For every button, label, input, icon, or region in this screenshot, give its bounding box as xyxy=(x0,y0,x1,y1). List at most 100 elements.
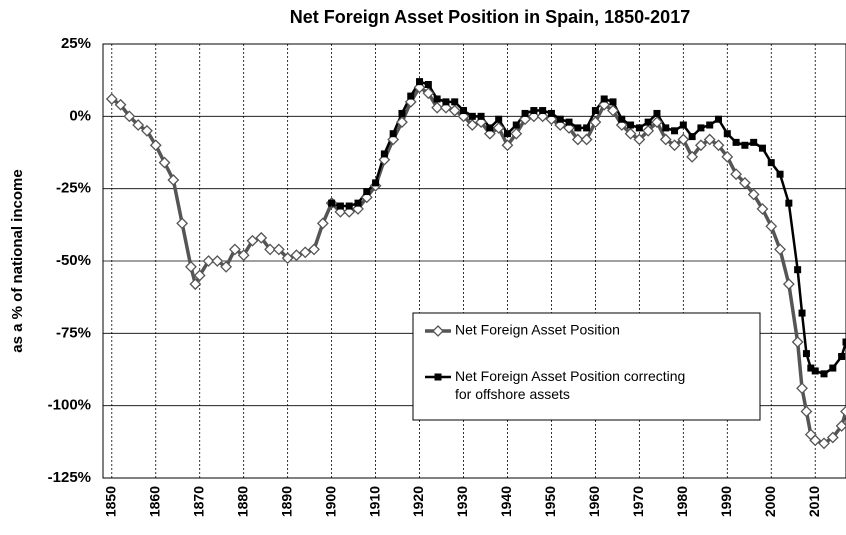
marker xyxy=(765,220,778,233)
legend-label-line: Net Foreign Asset Position correcting xyxy=(455,368,685,384)
x-tick-label: 1870 xyxy=(190,486,206,517)
marker xyxy=(149,139,162,152)
marker xyxy=(589,116,602,129)
marker xyxy=(565,118,573,126)
marker xyxy=(635,124,643,132)
marker xyxy=(686,150,699,163)
marker xyxy=(653,109,661,117)
marker xyxy=(363,188,371,196)
marker xyxy=(510,127,523,140)
marker xyxy=(662,124,670,132)
marker xyxy=(615,119,628,131)
marker xyxy=(835,420,846,432)
marker xyxy=(527,110,540,123)
marker xyxy=(671,127,679,135)
y-tick-label: 0% xyxy=(69,107,91,124)
marker xyxy=(407,92,415,100)
marker xyxy=(176,217,189,230)
marker xyxy=(158,156,171,169)
marker xyxy=(580,133,593,146)
marker xyxy=(336,202,344,210)
marker xyxy=(624,127,637,140)
marker xyxy=(237,249,250,262)
marker xyxy=(105,93,118,105)
marker xyxy=(486,124,494,132)
y-tick-label: -25% xyxy=(56,180,91,197)
marker xyxy=(800,405,813,418)
x-tick-label: 1950 xyxy=(542,486,558,517)
marker xyxy=(290,249,303,262)
marker xyxy=(642,124,655,137)
marker xyxy=(730,168,743,181)
marker xyxy=(688,133,696,141)
marker xyxy=(554,119,567,131)
marker xyxy=(468,112,476,120)
marker xyxy=(189,278,202,291)
marker xyxy=(264,243,276,256)
marker xyxy=(448,104,461,117)
legend-label: Net Foreign Asset Position correcting for… xyxy=(455,368,685,402)
marker xyxy=(398,109,406,117)
marker xyxy=(466,119,479,131)
marker xyxy=(228,243,241,256)
marker xyxy=(220,260,233,273)
plot-frame xyxy=(102,43,846,479)
marker xyxy=(600,95,608,103)
marker xyxy=(758,144,766,152)
marker xyxy=(721,150,734,163)
marker xyxy=(809,434,822,447)
marker xyxy=(492,121,505,134)
marker xyxy=(536,110,549,123)
marker xyxy=(345,202,353,210)
marker xyxy=(794,266,802,274)
marker xyxy=(246,234,259,247)
marker xyxy=(424,81,432,89)
marker xyxy=(756,203,769,215)
x-tick-label: 1920 xyxy=(410,486,426,517)
series-line xyxy=(110,84,846,446)
marker xyxy=(211,255,224,267)
marker xyxy=(838,352,846,360)
marker xyxy=(328,199,336,207)
marker xyxy=(644,118,652,126)
marker xyxy=(114,98,127,111)
marker xyxy=(842,338,846,346)
marker xyxy=(785,199,793,207)
marker xyxy=(316,217,329,230)
marker xyxy=(501,139,514,152)
marker xyxy=(193,269,206,282)
marker xyxy=(677,133,690,146)
marker xyxy=(791,336,804,348)
marker xyxy=(255,231,268,244)
marker xyxy=(668,139,681,152)
y-tick-label: -100% xyxy=(48,397,91,414)
marker xyxy=(451,98,459,106)
x-tick-label: 1910 xyxy=(366,486,382,517)
marker xyxy=(807,364,815,372)
x-tick-label: 1880 xyxy=(234,486,250,517)
marker xyxy=(694,139,707,152)
marker xyxy=(132,119,145,131)
marker xyxy=(299,246,312,259)
marker xyxy=(732,138,740,146)
legend-label-line: for offshore assets xyxy=(455,386,570,402)
marker xyxy=(416,78,424,86)
marker xyxy=(703,133,716,146)
marker xyxy=(396,116,408,129)
y-axis-label: as a % of national income xyxy=(9,169,26,352)
marker xyxy=(798,309,806,317)
x-tick-label: 1970 xyxy=(630,486,646,517)
marker xyxy=(840,405,846,418)
x-tick-label: 2000 xyxy=(762,486,778,517)
marker xyxy=(811,367,819,375)
marker xyxy=(826,431,839,444)
marker xyxy=(185,260,197,273)
marker xyxy=(618,115,626,123)
marker xyxy=(457,110,470,123)
marker xyxy=(422,87,435,100)
marker xyxy=(512,121,520,129)
marker xyxy=(609,98,617,106)
x-tick-label: 1940 xyxy=(498,486,514,517)
x-tick-label: 1980 xyxy=(674,486,690,517)
